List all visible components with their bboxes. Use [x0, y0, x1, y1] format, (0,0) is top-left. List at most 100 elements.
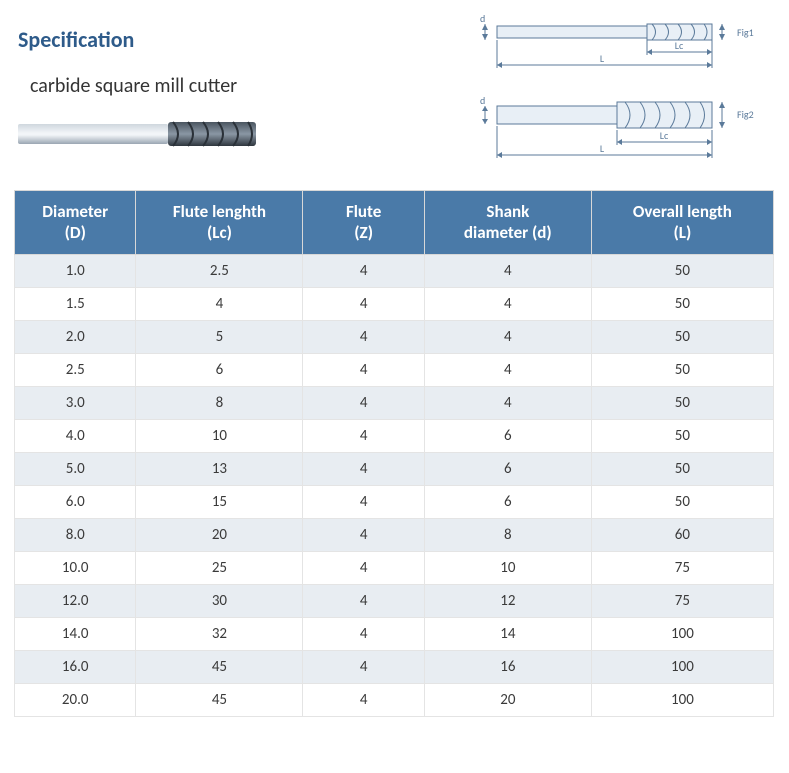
table-cell: 5.0 — [15, 452, 136, 485]
table-cell: 50 — [591, 485, 773, 518]
table-cell: 3.0 — [15, 386, 136, 419]
table-cell: 10 — [136, 419, 303, 452]
table-cell: 4 — [303, 320, 424, 353]
table-cell: 10 — [424, 551, 591, 584]
table-cell: 4.0 — [15, 419, 136, 452]
table-cell: 50 — [591, 353, 773, 386]
table-cell: 2.0 — [15, 320, 136, 353]
table-cell: 2.5 — [15, 353, 136, 386]
table-cell: 8.0 — [15, 518, 136, 551]
table-row: 5.0134650 — [15, 452, 774, 485]
table-cell: 6 — [424, 419, 591, 452]
table-cell: 15 — [136, 485, 303, 518]
spec-table: Diameter(D) Flute lenghth(Lc) Flute(Z) S… — [14, 190, 774, 717]
table-row: 16.045416100 — [15, 650, 774, 683]
table-cell: 4 — [303, 650, 424, 683]
col-header-shank-diameter: Shankdiameter (d) — [424, 191, 591, 255]
table-cell: 100 — [591, 683, 773, 716]
table-cell: 100 — [591, 617, 773, 650]
fig2-label: Fig2 — [737, 108, 754, 121]
table-cell: 13 — [136, 452, 303, 485]
technical-diagrams: L Lc d Fig1 L L — [477, 10, 777, 180]
table-cell: 4 — [424, 320, 591, 353]
dim-Lc: Lc — [675, 39, 684, 52]
table-row: 12.03041275 — [15, 584, 774, 617]
table-cell: 60 — [591, 518, 773, 551]
table-cell: 32 — [136, 617, 303, 650]
dim-L-2: L — [600, 142, 605, 155]
col-header-overall-length: Overall length(L) — [591, 191, 773, 255]
table-cell: 4 — [303, 518, 424, 551]
dim-d: d — [480, 12, 485, 25]
table-cell: 4 — [303, 254, 424, 287]
table-cell: 4 — [303, 485, 424, 518]
header-area: Specification carbide square mill cutter — [0, 0, 789, 190]
table-cell: 45 — [136, 683, 303, 716]
table-cell: 4 — [136, 287, 303, 320]
table-cell: 8 — [136, 386, 303, 419]
table-cell: 4 — [303, 617, 424, 650]
table-cell: 20.0 — [15, 683, 136, 716]
col-header-flute-length: Flute lenghth(Lc) — [136, 191, 303, 255]
table-cell: 6.0 — [15, 485, 136, 518]
table-row: 10.02541075 — [15, 551, 774, 584]
table-cell: 8 — [424, 518, 591, 551]
table-row: 4.0104650 — [15, 419, 774, 452]
dim-Lc-2: Lc — [660, 129, 669, 142]
table-cell: 14 — [424, 617, 591, 650]
table-cell: 4 — [303, 386, 424, 419]
table-body: 1.02.544501.5444502.0544502.5644503.0844… — [15, 254, 774, 716]
table-row: 8.0204860 — [15, 518, 774, 551]
table-cell: 25 — [136, 551, 303, 584]
table-cell: 4 — [424, 287, 591, 320]
table-row: 20.045420100 — [15, 683, 774, 716]
page-title: Specification — [18, 26, 134, 53]
dim-L: L — [600, 52, 605, 65]
table-cell: 4 — [303, 584, 424, 617]
product-name: carbide square mill cutter — [30, 74, 237, 98]
table-cell: 5 — [136, 320, 303, 353]
col-header-diameter: Diameter(D) — [15, 191, 136, 255]
table-cell: 50 — [591, 320, 773, 353]
table-cell: 30 — [136, 584, 303, 617]
table-row: 3.084450 — [15, 386, 774, 419]
table-cell: 4 — [424, 386, 591, 419]
fig1-label: Fig1 — [737, 26, 754, 39]
table-cell: 20 — [424, 683, 591, 716]
table-cell: 16.0 — [15, 650, 136, 683]
table-cell: 4 — [424, 353, 591, 386]
table-cell: 50 — [591, 419, 773, 452]
table-cell: 75 — [591, 551, 773, 584]
table-cell: 4 — [303, 452, 424, 485]
table-cell: 45 — [136, 650, 303, 683]
table-cell: 75 — [591, 584, 773, 617]
table-cell: 16 — [424, 650, 591, 683]
table-row: 1.02.54450 — [15, 254, 774, 287]
table-cell: 20 — [136, 518, 303, 551]
table-cell: 12 — [424, 584, 591, 617]
table-cell: 4 — [303, 419, 424, 452]
table-row: 2.564450 — [15, 353, 774, 386]
table-header: Diameter(D) Flute lenghth(Lc) Flute(Z) S… — [15, 191, 774, 255]
table-cell: 1.5 — [15, 287, 136, 320]
table-cell: 6 — [424, 452, 591, 485]
dim-d-2: d — [480, 94, 485, 107]
table-cell: 6 — [424, 485, 591, 518]
table-cell: 4 — [424, 254, 591, 287]
table-cell: 50 — [591, 386, 773, 419]
table-cell: 50 — [591, 452, 773, 485]
table-row: 2.054450 — [15, 320, 774, 353]
table-cell: 4 — [303, 287, 424, 320]
table-cell: 50 — [591, 287, 773, 320]
product-illustration — [18, 110, 258, 158]
table-cell: 4 — [303, 551, 424, 584]
table-cell: 10.0 — [15, 551, 136, 584]
table-cell: 2.5 — [136, 254, 303, 287]
table-cell: 14.0 — [15, 617, 136, 650]
table-cell: 6 — [136, 353, 303, 386]
table-row: 14.032414100 — [15, 617, 774, 650]
table-cell: 100 — [591, 650, 773, 683]
table-cell: 4 — [303, 353, 424, 386]
table-row: 6.0154650 — [15, 485, 774, 518]
col-header-flute: Flute(Z) — [303, 191, 424, 255]
